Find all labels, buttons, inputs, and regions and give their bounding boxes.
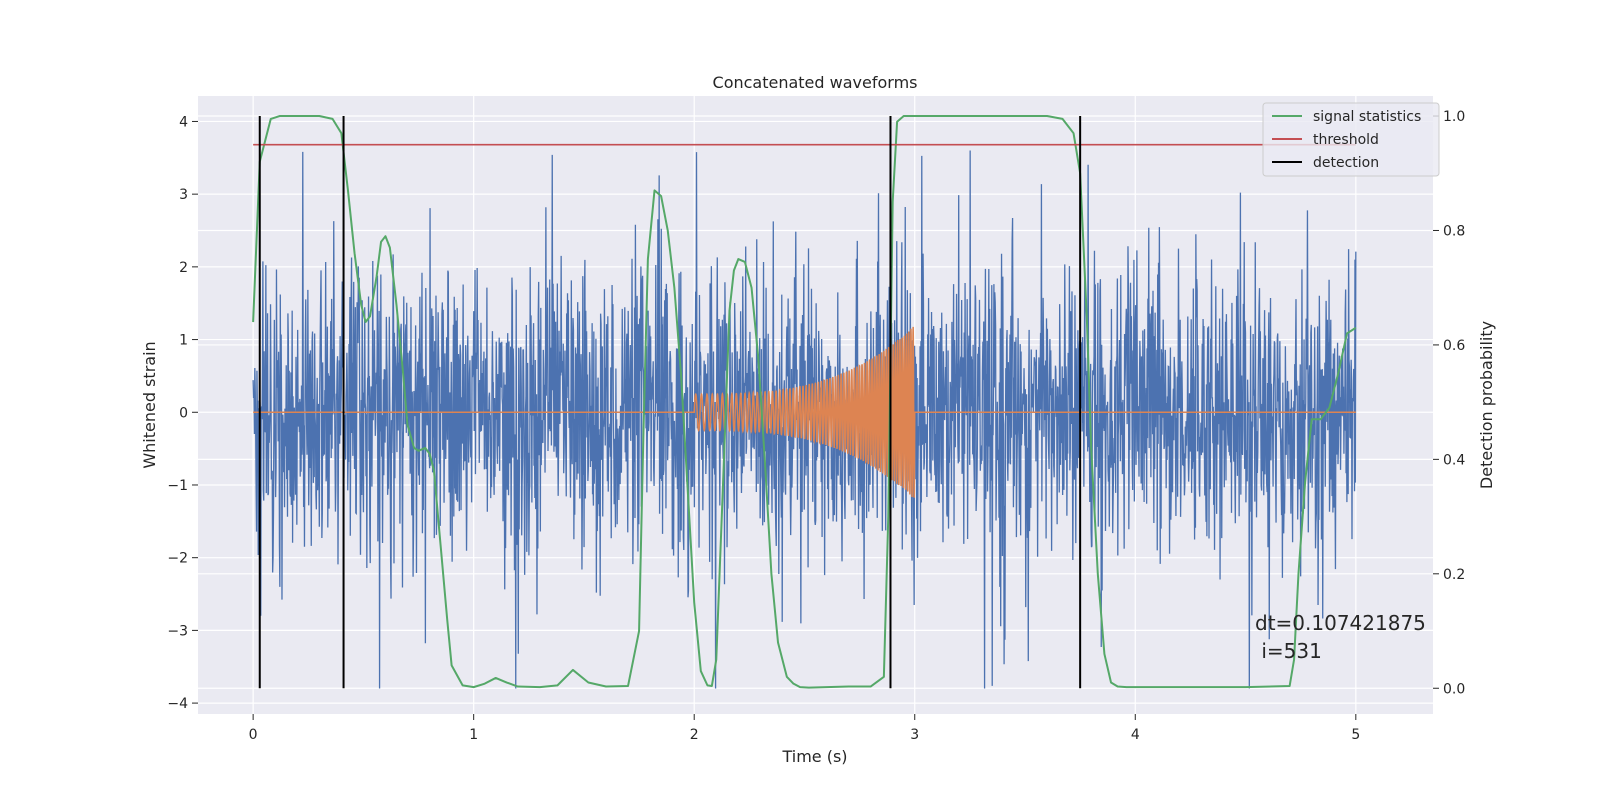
detection-series — [258, 116, 1082, 689]
y-left-tick-label: −1 — [167, 478, 188, 494]
y-left-tick-label: −2 — [167, 551, 188, 567]
strain-line — [252, 150, 1357, 689]
strain-series — [252, 150, 1357, 689]
signal-statistics-series — [252, 115, 1357, 689]
legend-label-signal-statistics: signal statistics — [1313, 109, 1421, 125]
y-left-tick-label: −4 — [167, 696, 188, 712]
x-tick-label: 2 — [690, 727, 699, 743]
ticks: 0 1 2 3 4 5 −4 −3 −2 −1 0 1 2 3 4 0.0 0.2 0.4 0.6 0.8 1.0 — [167, 109, 1465, 743]
y-left-tick-label: 0 — [179, 405, 188, 421]
x-tick-label: 4 — [1131, 727, 1140, 743]
x-axis-label: Time (s) — [781, 747, 847, 766]
y-right-tick-label: 0.0 — [1443, 681, 1465, 697]
chart-title: Concatenated waveforms — [713, 73, 918, 92]
y-left-tick-label: 3 — [179, 187, 188, 203]
template-line — [253, 326, 1356, 498]
x-tick-label: 5 — [1351, 727, 1360, 743]
legend-label-detection: detection — [1313, 155, 1379, 171]
x-tick-label: 3 — [910, 727, 919, 743]
y-left-tick-label: −3 — [167, 623, 188, 639]
y-right-tick-label: 0.4 — [1443, 452, 1465, 468]
signal-statistics-line — [252, 115, 1357, 689]
legend: signal statistics threshold detection — [1262, 102, 1440, 177]
y-left-tick-label: 1 — [179, 333, 188, 349]
y-right-tick-label: 0.2 — [1443, 567, 1465, 583]
y-right-tick-label: 1.0 — [1443, 109, 1465, 125]
x-tick-label: 0 — [249, 727, 258, 743]
y-left-tick-label: 2 — [179, 260, 188, 276]
legend-box — [1262, 102, 1440, 177]
y-right-tick-label: 0.8 — [1443, 223, 1465, 239]
y-right-tick-label: 0.6 — [1443, 338, 1465, 354]
legend-label-threshold: threshold — [1313, 132, 1379, 148]
y-left-tick-label: 4 — [179, 114, 188, 130]
y-axis-label-right: Detection probability — [1477, 321, 1496, 489]
template-series — [253, 326, 1356, 498]
y-axis-label-left: Whitened strain — [140, 341, 159, 468]
annotation-dt: dt=0.107421875 — [1255, 611, 1426, 635]
x-tick-label: 1 — [469, 727, 478, 743]
annotation-i: i=531 — [1255, 639, 1322, 663]
